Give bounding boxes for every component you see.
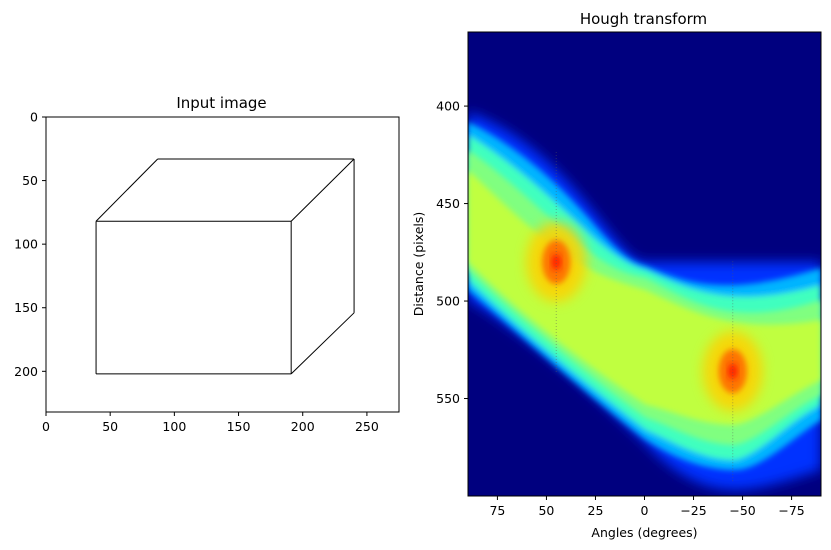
- x-tick-label: 150: [227, 419, 251, 434]
- input-image-title: Input image: [176, 94, 266, 112]
- x-tick-label: −25: [680, 503, 706, 518]
- x-tick-label: 200: [291, 419, 315, 434]
- y-tick-label: 550: [436, 391, 460, 406]
- input-image-panel: Input image 0 50 100 150 200 250 0 50 100 150 200: [14, 94, 400, 434]
- y-tick-label: 400: [436, 99, 460, 114]
- hough-x-label: Angles (degrees): [591, 525, 697, 540]
- y-tick-label: 0: [30, 110, 38, 125]
- x-tick-label: 50: [102, 419, 118, 434]
- x-tick-label: 0: [42, 419, 50, 434]
- x-tick-label: 50: [538, 503, 554, 518]
- hough-y-ticks: 400 450 500 550: [436, 99, 468, 406]
- hough-x-ticks: 75 50 25 0 −25 −50 −75: [489, 496, 805, 518]
- x-tick-label: −50: [729, 503, 755, 518]
- input-image-area: [46, 117, 399, 412]
- hough-peak: [702, 261, 763, 482]
- x-tick-label: 75: [489, 503, 505, 518]
- x-tick-label: 0: [641, 503, 649, 518]
- input-image-frame: [45, 116, 400, 413]
- y-tick-label: 150: [14, 300, 38, 315]
- x-tick-label: 250: [355, 419, 379, 434]
- hough-title: Hough transform: [580, 10, 707, 28]
- x-tick-label: −75: [778, 503, 804, 518]
- input-image-x-ticks: 0 50 100 150 200 250: [42, 412, 379, 434]
- y-tick-label: 500: [436, 294, 460, 309]
- hough-peaks: [526, 152, 763, 482]
- hough-heatmap: [468, 32, 821, 496]
- y-tick-label: 100: [14, 237, 38, 252]
- input-image-y-ticks: 0 50 100 150 200: [14, 110, 46, 379]
- hough-y-label: Distance (pixels): [411, 212, 426, 316]
- x-tick-label: 25: [588, 503, 604, 518]
- cube-edge: [290, 158, 355, 222]
- y-tick-label: 50: [22, 173, 38, 188]
- y-tick-label: 450: [436, 196, 460, 211]
- y-tick-label: 200: [14, 364, 38, 379]
- hough-peak: [526, 152, 587, 373]
- cube-edge: [95, 158, 159, 222]
- hough-panel: Hough transform 75 50 25 0 −25 −50 −75 400 450 5…: [411, 10, 822, 540]
- x-tick-label: 100: [162, 419, 186, 434]
- cube-drawing: [95, 158, 355, 375]
- cube-edge: [290, 312, 355, 375]
